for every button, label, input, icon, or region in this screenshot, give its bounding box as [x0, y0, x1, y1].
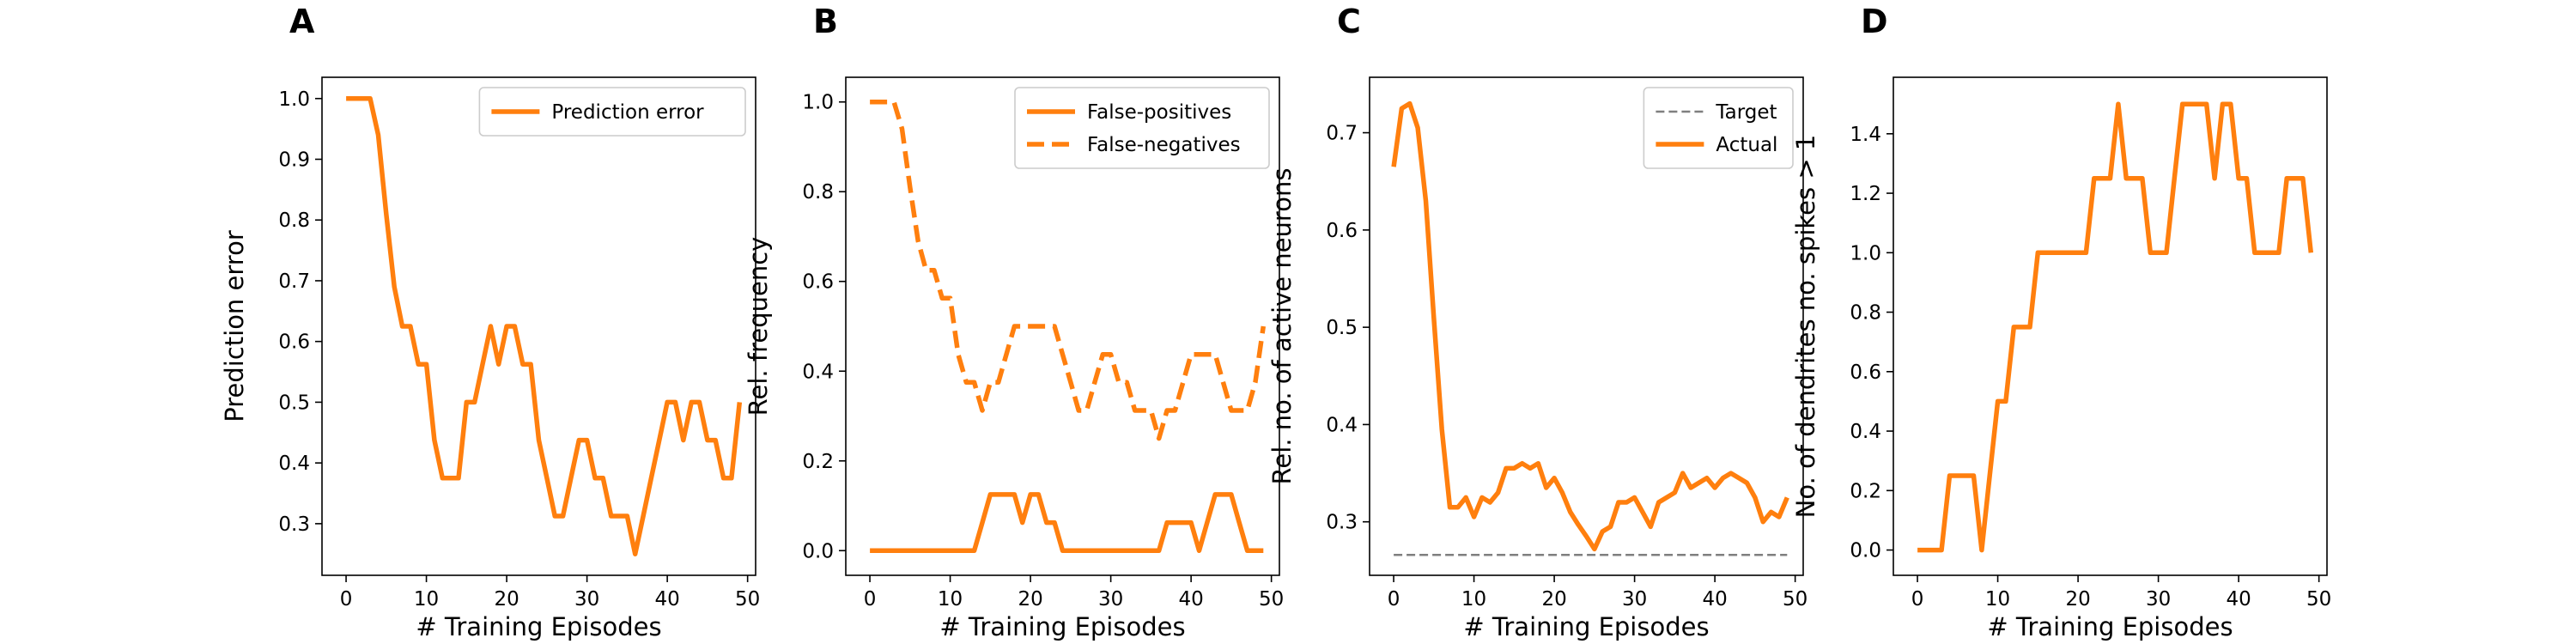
y-axis-label-b: Rel. frequency: [744, 237, 773, 416]
x-tick-label-a-2: 20: [494, 588, 519, 611]
y-tick-label-d-1: 0.2: [1850, 480, 1881, 502]
y-tick-label-d-0: 0.0: [1850, 540, 1881, 562]
axes-frame-c: [1369, 76, 1804, 576]
legend-a: Prediction error: [478, 87, 746, 137]
y-tick-label-b-3: 0.6: [802, 271, 834, 294]
y-tick-label-c-0: 0.3: [1326, 512, 1358, 534]
axes-frame-d: [1893, 76, 2328, 576]
panel-c: C 0 10 20 30 40 50 0.3 0.4 0.5 0.6 0.7 # Training Ep…: [1267, 3, 1807, 641]
legend-label-c-2: Actual: [1716, 134, 1777, 156]
legend-label-a-1: Prediction error: [551, 101, 704, 124]
x-tick-label-d-2: 20: [2065, 588, 2090, 611]
x-axis-label-a: # Training Episodes: [416, 612, 661, 641]
x-axis-label-d: # Training Episodes: [1987, 612, 2233, 641]
y-tick-label-a-0: 0.3: [278, 513, 310, 536]
y-tick-label-a-6: 0.9: [278, 149, 310, 171]
y-tick-label-d-6: 1.2: [1850, 183, 1881, 205]
x-axis-label-b: # Training Episodes: [939, 612, 1185, 641]
x-tick-label-d-5: 50: [2306, 588, 2331, 611]
legend-box-b: [1014, 87, 1270, 169]
x-tick-label-d-3: 30: [2146, 588, 2171, 611]
x-tick-label-c-0: 0: [1388, 588, 1400, 611]
y-tick-label-c-3: 0.6: [1326, 220, 1358, 242]
axes-frame-a: [321, 76, 756, 576]
legend-label-c-1: Target: [1715, 101, 1777, 124]
y-tick-label-a-3: 0.6: [278, 331, 310, 354]
x-tick-label-a-4: 40: [654, 588, 679, 611]
y-tick-label-a-1: 0.4: [278, 453, 310, 475]
series-line-b-2: [870, 99, 1267, 441]
legend-box-c: [1643, 87, 1794, 169]
axes-frame-b: [845, 76, 1280, 576]
panel-letter-c: C: [1337, 3, 1361, 40]
x-tick-label-c-1: 10: [1461, 588, 1486, 611]
x-tick-label-c-4: 40: [1702, 588, 1727, 611]
panel-letter-a: A: [289, 3, 315, 40]
y-tick-label-a-4: 0.7: [278, 270, 310, 293]
panel-d: D 0 10 20 30 40 50 0.0 0.2 0.4 0.6 0.8 1.0 1.2 1.4 # Tr…: [1791, 3, 2331, 641]
y-tick-label-b-1: 0.2: [802, 451, 834, 473]
x-tick-label-b-0: 0: [864, 588, 877, 611]
x-tick-label-b-5: 50: [1259, 588, 1284, 611]
y-tick-label-b-4: 0.8: [802, 181, 834, 204]
legend-label-b-1: False-positives: [1087, 101, 1231, 124]
legend-c: Target Actual: [1643, 87, 1794, 169]
x-tick-label-d-1: 10: [1985, 588, 2010, 611]
y-tick-label-a-2: 0.5: [278, 392, 310, 414]
x-tick-label-c-3: 30: [1622, 588, 1647, 611]
y-tick-label-c-1: 0.4: [1326, 414, 1358, 436]
x-axis-label-c: # Training Episodes: [1463, 612, 1709, 641]
panel-a: A 0 10 20 30 40 50 0.3 0.4 0.5 0.6 0.7 0.8 0.9 1.0 # Tr…: [220, 3, 760, 641]
y-tick-label-d-3: 0.6: [1850, 361, 1881, 384]
y-tick-label-c-2: 0.5: [1326, 317, 1358, 339]
x-tick-label-a-5: 50: [735, 588, 760, 611]
series-line-d-1: [1917, 101, 2314, 553]
y-axis-label-a: Prediction error: [220, 230, 249, 422]
y-tick-label-d-4: 0.8: [1850, 302, 1881, 325]
y-tick-label-b-0: 0.0: [802, 540, 834, 562]
x-tick-label-b-2: 20: [1018, 588, 1042, 611]
x-tick-label-d-4: 40: [2226, 588, 2251, 611]
y-tick-label-d-2: 0.4: [1850, 421, 1881, 443]
y-tick-label-b-5: 1.0: [802, 92, 834, 114]
y-axis-label-c: Rel. no. of active neurons: [1267, 168, 1297, 485]
panel-letter-b: B: [813, 3, 838, 40]
panel-b: B 0 10 20 30 40 50 0.0 0.2 0.4 0.6 0.8 1.0 # Training…: [744, 3, 1284, 641]
series-line-b-1: [870, 492, 1264, 554]
x-tick-label-b-3: 30: [1098, 588, 1123, 611]
series-line-a-1: [346, 96, 743, 556]
panel-letter-d: D: [1861, 3, 1888, 40]
x-tick-label-b-1: 10: [938, 588, 963, 611]
series-line-c-2: [1391, 100, 1789, 552]
x-tick-label-a-3: 30: [574, 588, 599, 611]
legend-b: False-positives False-negatives: [1014, 87, 1270, 169]
legend-label-b-2: False-negatives: [1087, 134, 1241, 156]
x-tick-label-a-1: 10: [414, 588, 439, 611]
y-tick-label-d-7: 1.4: [1850, 124, 1881, 146]
y-axis-label-d: No. of dendrites no. spikes > 1: [1791, 135, 1820, 519]
x-tick-label-a-0: 0: [340, 588, 353, 611]
x-tick-label-c-5: 50: [1783, 588, 1807, 611]
x-tick-label-c-2: 20: [1541, 588, 1566, 611]
y-tick-label-c-4: 0.7: [1326, 123, 1358, 145]
x-tick-label-d-0: 0: [1911, 588, 1924, 611]
y-tick-label-b-2: 0.4: [802, 361, 834, 383]
x-tick-label-b-4: 40: [1178, 588, 1203, 611]
legend-box-a: [478, 87, 746, 137]
y-tick-label-a-5: 0.8: [278, 210, 310, 232]
y-tick-label-d-5: 1.0: [1850, 242, 1881, 264]
y-tick-label-a-7: 1.0: [278, 88, 310, 111]
